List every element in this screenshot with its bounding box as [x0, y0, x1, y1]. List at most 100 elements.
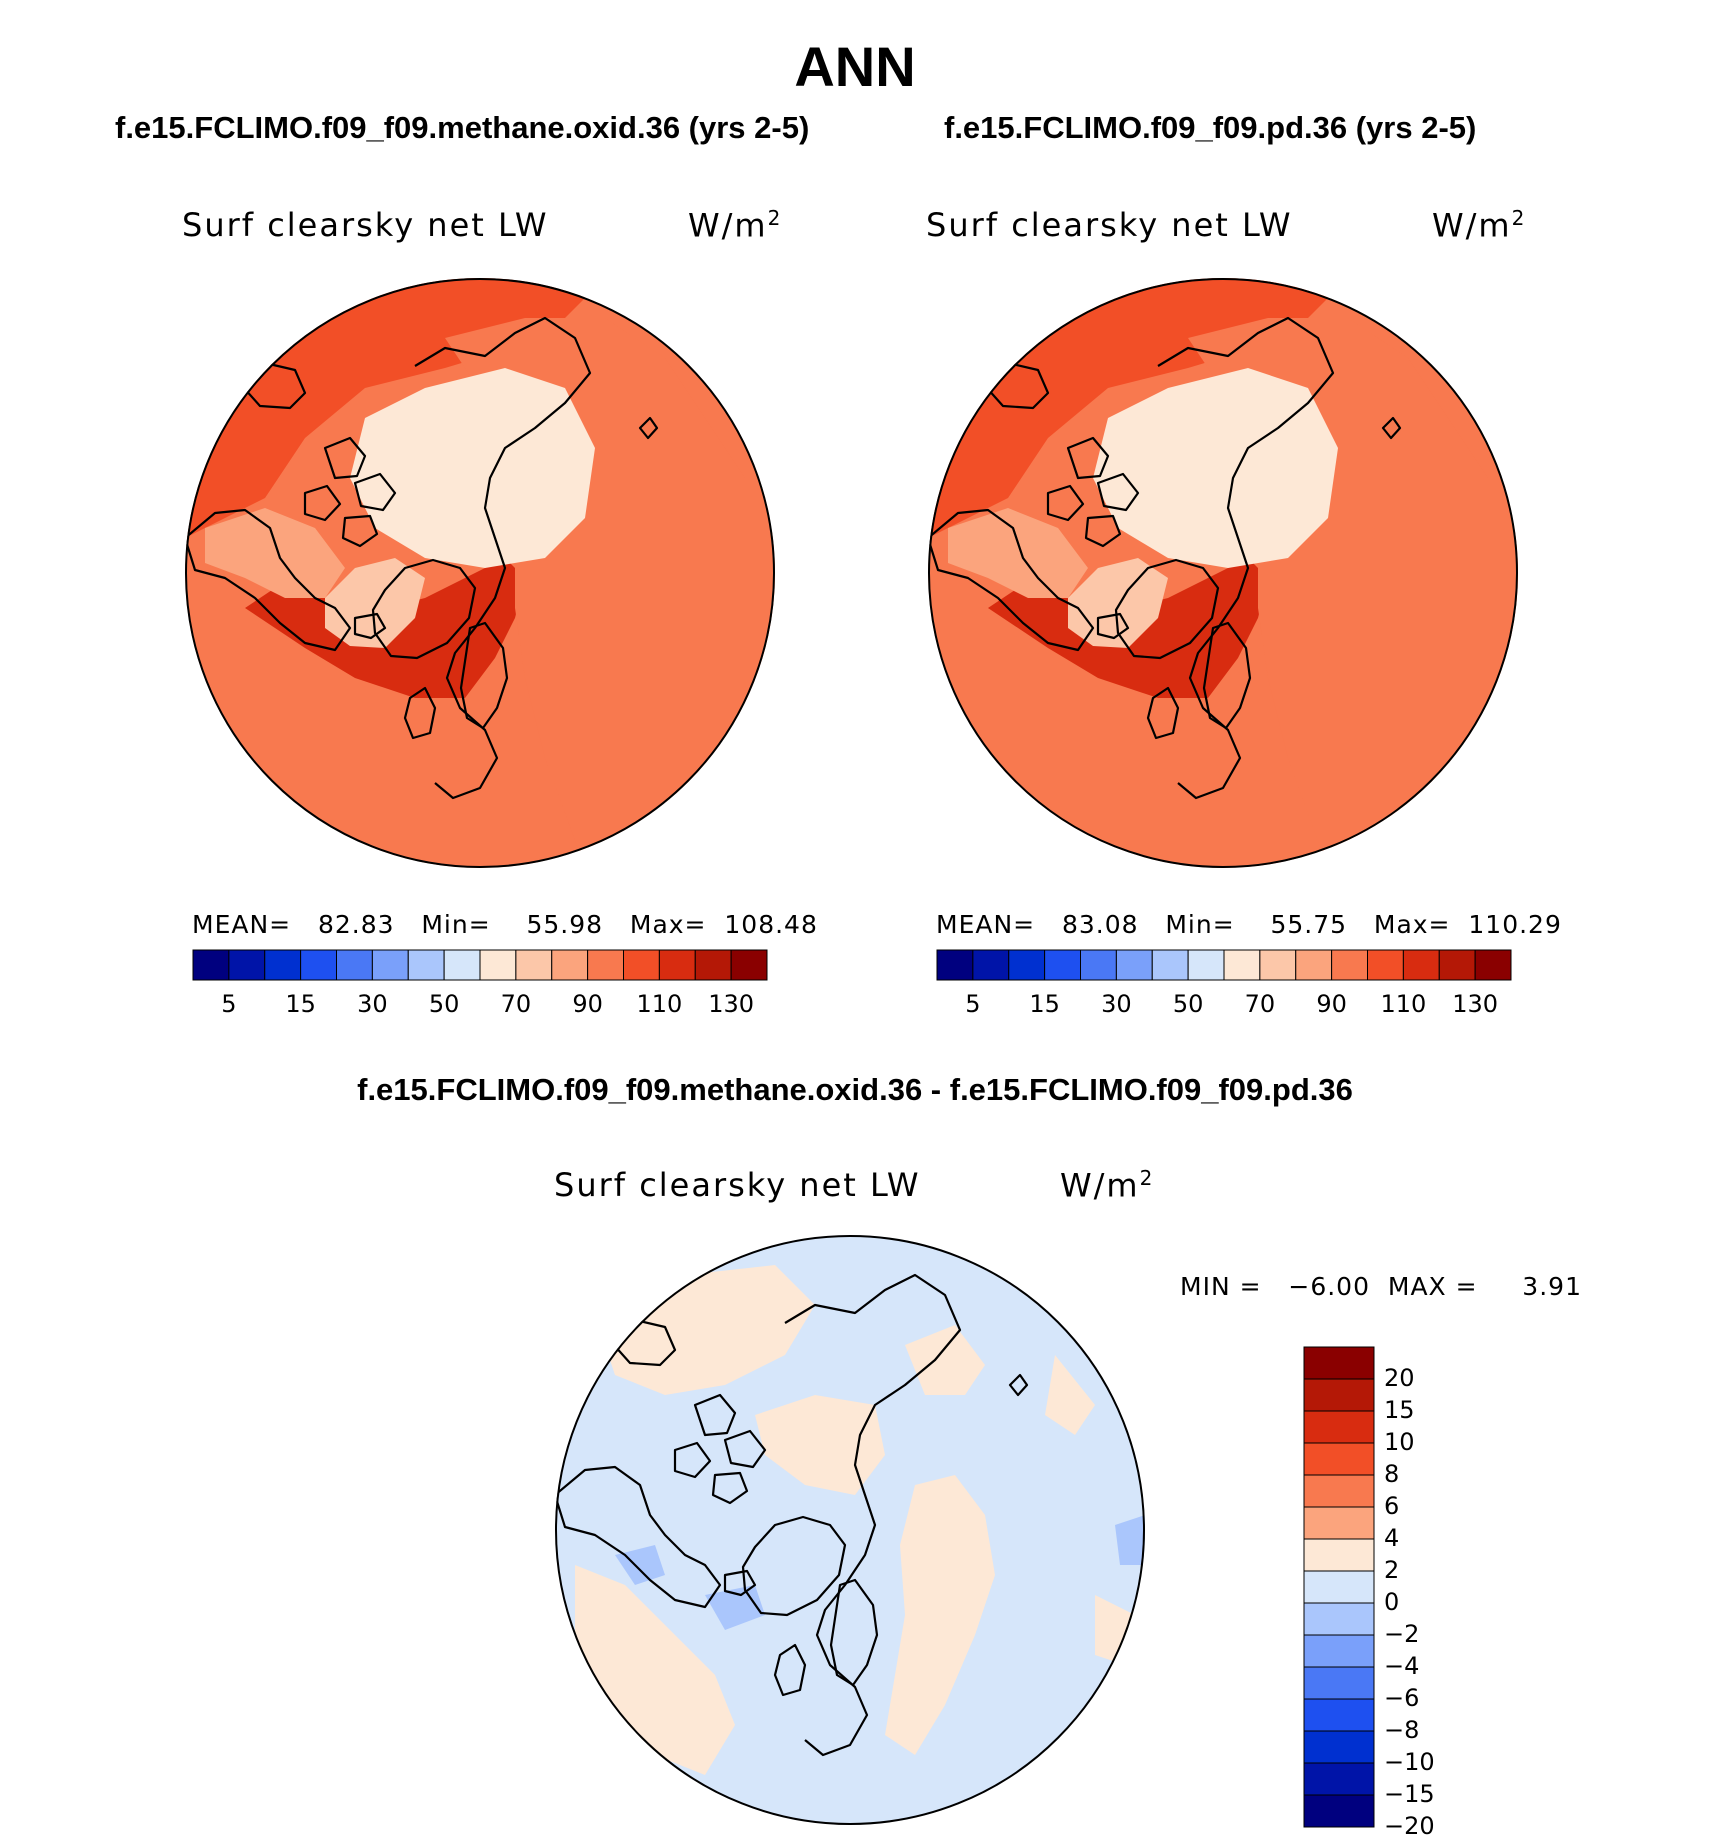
colorbar-swatch — [1303, 1474, 1375, 1508]
colorbar-swatch — [1303, 1506, 1375, 1540]
colorbar-swatch — [1115, 949, 1153, 981]
colorbar-swatch — [479, 949, 517, 981]
colorbar-tick-label: 50 — [428, 990, 460, 1018]
colorbar-swatch — [264, 949, 302, 981]
variable-label-left: Surf clearsky net LW — [182, 206, 549, 244]
colorbar-tick-label: −10 — [1384, 1748, 1435, 1776]
variable-label-right: Surf clearsky net LW — [926, 206, 1293, 244]
colorbar-tick-label: 20 — [1384, 1364, 1415, 1392]
colorbar-tick-label: −4 — [1384, 1652, 1420, 1680]
region-negative-diff — [1115, 1515, 1145, 1565]
figure-title: ANN — [794, 35, 916, 98]
colorbar-tick-label: 5 — [221, 990, 237, 1018]
colorbar-left — [192, 949, 768, 981]
colorbar-swatch — [1303, 1346, 1375, 1380]
region-arctic-ocean — [350, 368, 595, 568]
colorbar-tick-label: 90 — [1316, 990, 1347, 1018]
colorbar-tick-label: 70 — [500, 990, 532, 1018]
colorbar-swatch — [1303, 1602, 1375, 1636]
region-canada — [948, 508, 1088, 598]
colorbar-swatch — [1303, 1634, 1375, 1668]
difference-title: f.e15.FCLIMO.f09_f09.methane.oxid.36 - f… — [357, 1072, 1353, 1107]
colorbar-swatch — [1151, 949, 1189, 981]
polar-map-left — [185, 278, 775, 868]
colorbar-swatch — [730, 949, 768, 981]
colorbar-swatch — [1303, 1666, 1375, 1700]
region-greenland — [325, 558, 425, 648]
colorbar-swatch — [1402, 949, 1440, 981]
colorbar-tick-label: 10 — [1384, 1428, 1415, 1456]
stats-diff: MIN = −6.00 MAX = 3.91 — [1180, 1272, 1582, 1301]
colorbar-swatch — [1303, 1570, 1375, 1604]
colorbar-tick-label: −2 — [1384, 1620, 1420, 1648]
colorbar-tick-label: 6 — [1384, 1492, 1400, 1520]
polar-map-diff — [555, 1235, 1145, 1825]
region-positive-diff — [575, 1565, 735, 1775]
colorbar-tick-label: 30 — [1101, 990, 1132, 1018]
coastlines — [928, 316, 1402, 800]
colorbar-tick-label: −20 — [1384, 1812, 1435, 1840]
colorbar-tick-label: 8 — [1384, 1460, 1400, 1488]
colorbar-swatch — [1303, 1762, 1375, 1796]
region-canada — [205, 508, 345, 598]
variable-label-diff: Surf clearsky net LW — [554, 1166, 921, 1204]
colorbar-swatch — [972, 949, 1010, 981]
colorbar-swatch — [658, 949, 696, 981]
colorbar-tick-label: 4 — [1384, 1524, 1400, 1552]
colorbar-tick-label: 0 — [1384, 1588, 1400, 1616]
colorbar-tick-label: 130 — [1452, 990, 1499, 1018]
colorbar-tick-label: 15 — [1384, 1396, 1415, 1424]
colorbar-tick-label: −8 — [1384, 1716, 1420, 1744]
colorbar-tick-label: −15 — [1384, 1780, 1435, 1808]
colorbar-swatch — [1303, 1730, 1375, 1764]
region-negative-diff — [615, 1545, 665, 1585]
colorbar-swatch — [1331, 949, 1368, 981]
colorbar-swatch — [407, 949, 445, 981]
colorbar-swatch — [1295, 949, 1333, 981]
colorbar-swatch — [1367, 949, 1404, 981]
colorbar-swatch — [371, 949, 409, 981]
polar-map-right — [928, 278, 1518, 868]
colorbar-swatch — [1259, 949, 1297, 981]
units-right: W/m2 — [1432, 206, 1527, 245]
colorbar-swatch — [1044, 949, 1081, 981]
colorbar-tick-label: 110 — [1380, 990, 1427, 1018]
region-greenland — [1068, 558, 1168, 648]
colorbar-diff — [1303, 1346, 1375, 1828]
region-arctic-ocean — [1093, 368, 1338, 568]
colorbar-tick-label: 15 — [285, 990, 316, 1018]
coastlines — [555, 1273, 1029, 1757]
colorbar-swatch — [587, 949, 624, 981]
colorbar-swatch — [623, 949, 660, 981]
colorbar-swatch — [515, 949, 553, 981]
colorbar-swatch — [1303, 1794, 1375, 1828]
units-left: W/m2 — [688, 206, 783, 245]
colorbar-swatch — [1008, 949, 1046, 981]
colorbar-swatch — [443, 949, 481, 981]
region-positive-diff — [885, 1475, 995, 1755]
region-positive-diff — [1045, 1355, 1095, 1435]
colorbar-right — [936, 949, 1512, 981]
colorbar-swatch — [1223, 949, 1261, 981]
colorbar-swatch — [192, 949, 230, 981]
colorbar-tick-label: 15 — [1029, 990, 1060, 1018]
colorbar-tick-label: 30 — [357, 990, 388, 1018]
colorbar-tick-label: 50 — [1172, 990, 1204, 1018]
colorbar-swatch — [936, 949, 974, 981]
units-diff: W/m2 — [1060, 1166, 1155, 1205]
colorbar-tick-label: 2 — [1384, 1556, 1400, 1584]
colorbar-tick-label: 90 — [572, 990, 603, 1018]
colorbar-swatch — [300, 949, 337, 981]
colorbar-swatch — [1438, 949, 1476, 981]
colorbar-swatch — [1303, 1410, 1375, 1444]
stats-left: MEAN= 82.83 Min= 55.98 Max= 108.48 — [192, 910, 818, 939]
colorbar-swatch — [336, 949, 373, 981]
colorbar-tick-label: 130 — [708, 990, 755, 1018]
colorbar-tick-label: 5 — [965, 990, 981, 1018]
coastlines — [185, 316, 659, 800]
colorbar-swatch — [1474, 949, 1512, 981]
colorbar-swatch — [1187, 949, 1225, 981]
region-positive-diff — [755, 1395, 885, 1495]
colorbar-swatch — [1303, 1698, 1375, 1732]
colorbar-tick-label: 70 — [1244, 990, 1276, 1018]
